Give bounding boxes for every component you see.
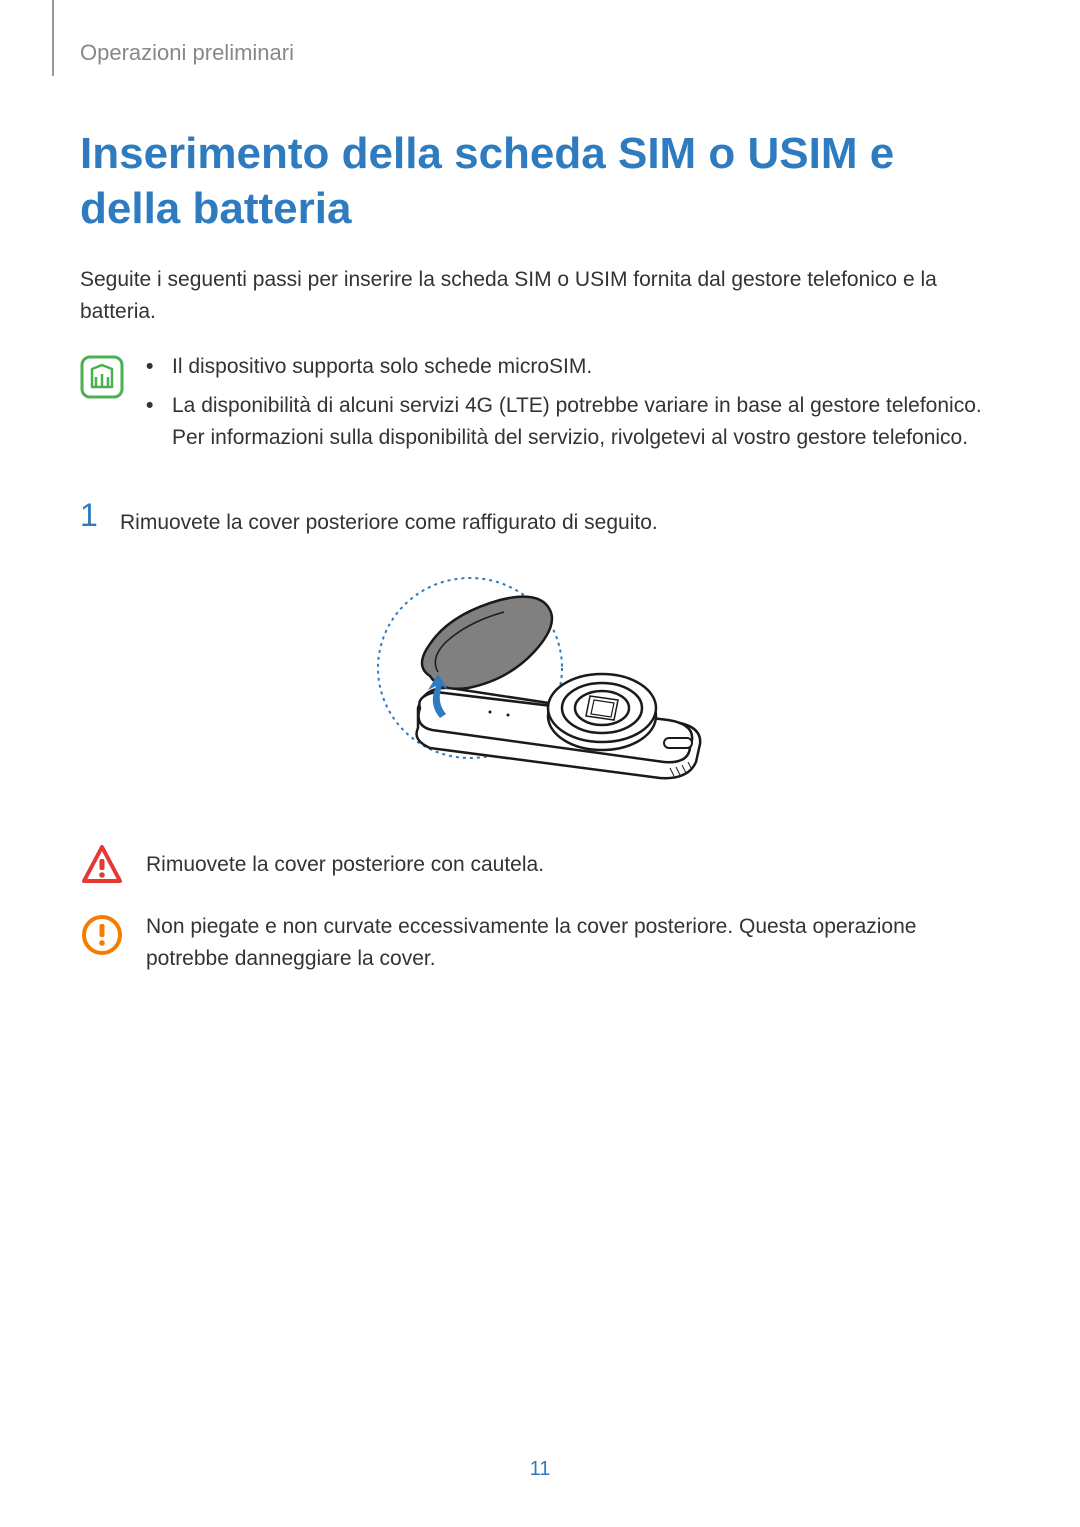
- note-bullet-item: • Il dispositivo supporta solo schede mi…: [146, 351, 1000, 384]
- note-bullet-item: • La disponibilità di alcuni servizi 4G …: [146, 390, 1000, 455]
- bullet-dot-icon: •: [146, 351, 172, 384]
- device-illustration-icon: [340, 568, 740, 798]
- caution-text: Non piegate e non curvate eccessivamente…: [146, 911, 1000, 974]
- figure-remove-cover: [80, 568, 1000, 803]
- warning-icon: [80, 843, 124, 887]
- note-icon: [80, 355, 124, 399]
- note-bullets: • Il dispositivo supporta solo schede mi…: [146, 351, 1000, 461]
- page-number: 11: [0, 1458, 1080, 1481]
- page-title: Inserimento della scheda SIM o USIM e de…: [80, 126, 1000, 236]
- caution-icon: [80, 913, 124, 957]
- caution-block: Non piegate e non curvate eccessivamente…: [80, 911, 1000, 974]
- page-container: Operazioni preliminari Inserimento della…: [0, 0, 1080, 1527]
- breadcrumb: Operazioni preliminari: [80, 40, 1000, 66]
- warning-block: Rimuovete la cover posteriore con cautel…: [80, 843, 1000, 887]
- intro-paragraph: Seguite i seguenti passi per inserire la…: [80, 264, 1000, 327]
- header-rule: [52, 0, 54, 76]
- note-block: • Il dispositivo supporta solo schede mi…: [80, 351, 1000, 461]
- step-row: 1 Rimuovete la cover posteriore come raf…: [80, 499, 1000, 539]
- warning-text: Rimuovete la cover posteriore con cautel…: [146, 849, 544, 881]
- step-number: 1: [80, 499, 106, 531]
- note-bullet-text: Il dispositivo supporta solo schede micr…: [172, 351, 592, 384]
- note-bullet-text: La disponibilità di alcuni servizi 4G (L…: [172, 390, 1000, 455]
- step-text: Rimuovete la cover posteriore come raffi…: [120, 499, 658, 539]
- bullet-dot-icon: •: [146, 390, 172, 455]
